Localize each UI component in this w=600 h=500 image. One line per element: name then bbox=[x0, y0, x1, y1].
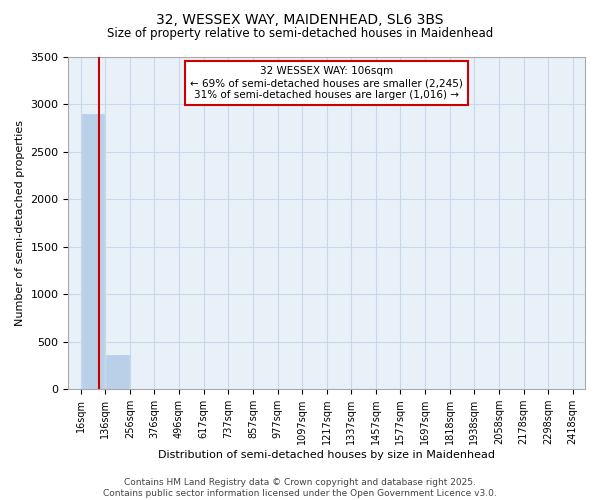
Text: Contains HM Land Registry data © Crown copyright and database right 2025.
Contai: Contains HM Land Registry data © Crown c… bbox=[103, 478, 497, 498]
Bar bbox=[106, 355, 129, 389]
Text: Size of property relative to semi-detached houses in Maidenhead: Size of property relative to semi-detach… bbox=[107, 28, 493, 40]
Bar bbox=[82, 114, 104, 389]
Y-axis label: Number of semi-detached properties: Number of semi-detached properties bbox=[15, 120, 25, 326]
Text: 32 WESSEX WAY: 106sqm
← 69% of semi-detached houses are smaller (2,245)
31% of s: 32 WESSEX WAY: 106sqm ← 69% of semi-deta… bbox=[190, 66, 463, 100]
Text: 32, WESSEX WAY, MAIDENHEAD, SL6 3BS: 32, WESSEX WAY, MAIDENHEAD, SL6 3BS bbox=[156, 12, 444, 26]
X-axis label: Distribution of semi-detached houses by size in Maidenhead: Distribution of semi-detached houses by … bbox=[158, 450, 495, 460]
